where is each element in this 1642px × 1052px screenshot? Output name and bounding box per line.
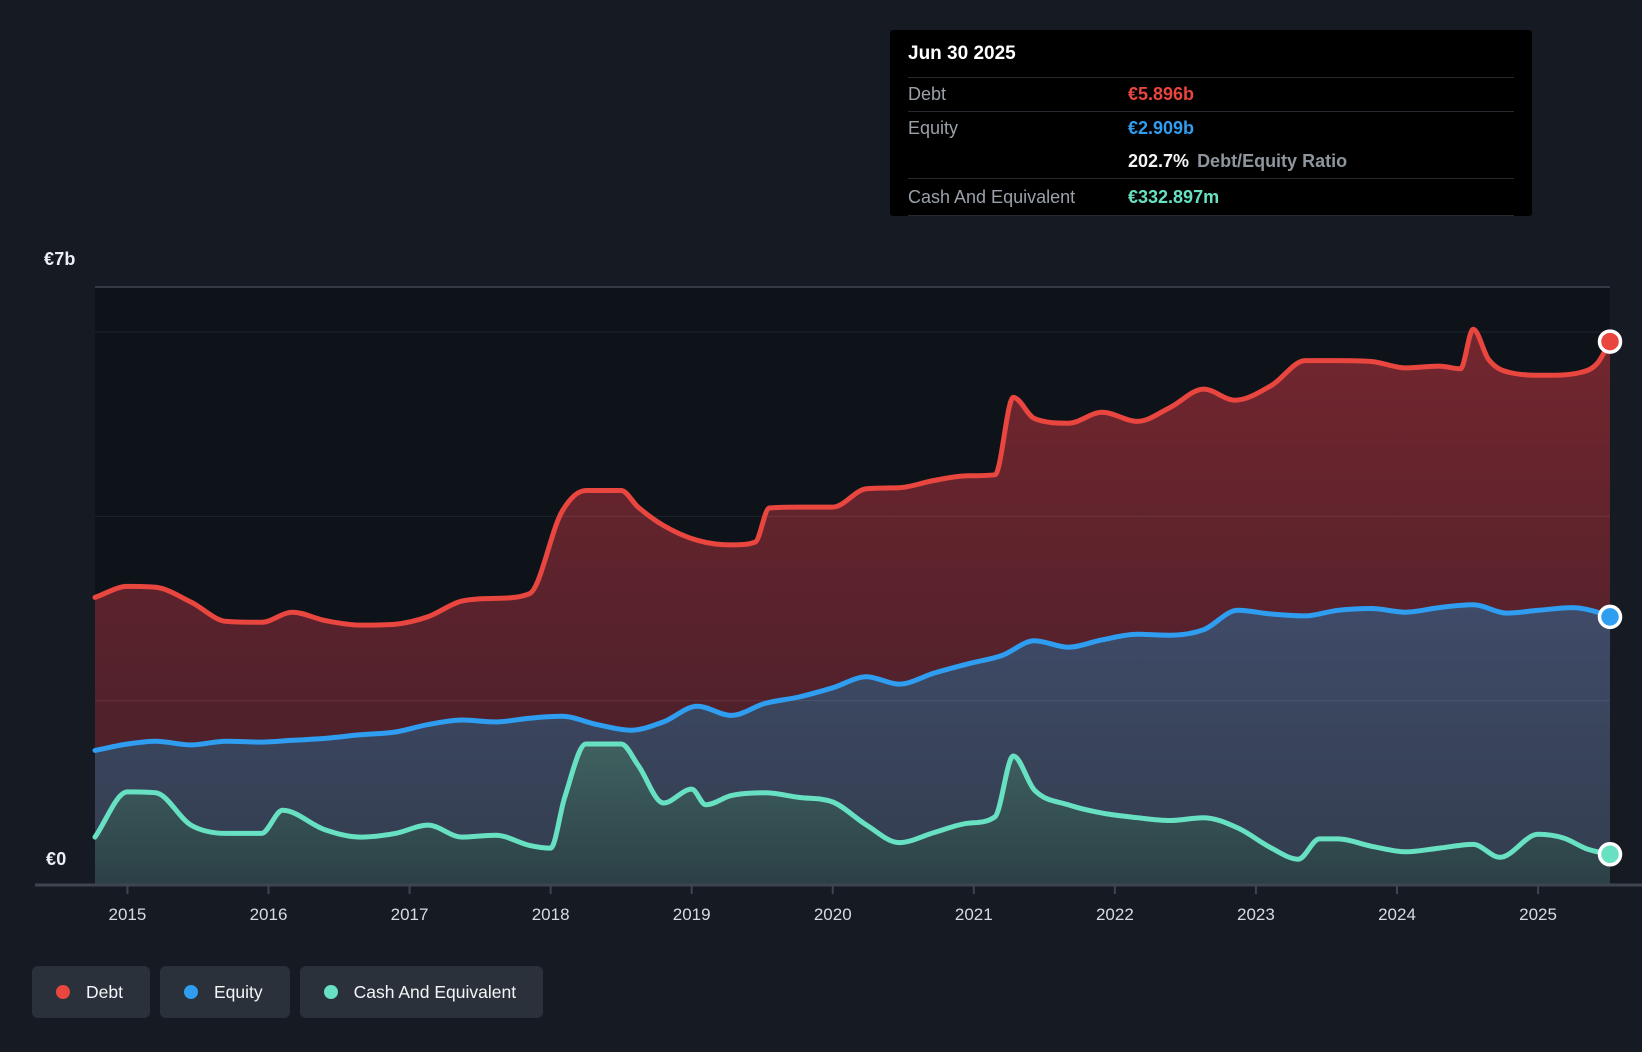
equity-area: [95, 604, 1610, 885]
hover-tooltip: Jun 30 2025 Debt €5.896b Equity €2.909b …: [890, 30, 1532, 216]
tooltip-debt-value: €5.896b: [1128, 84, 1195, 104]
x-label-2021: 2021: [955, 905, 993, 924]
tooltip-row-ratio: 202.7% Debt/Equity Ratio: [908, 145, 1514, 179]
tooltip-row-equity: Equity €2.909b: [908, 112, 1514, 145]
equity-endpoint-marker: [1597, 604, 1623, 630]
debt-line: [92, 326, 1613, 628]
x-label-2016: 2016: [250, 905, 288, 924]
x-label-2020: 2020: [814, 905, 852, 924]
tooltip-cash-label: Cash And Equivalent: [908, 186, 1076, 207]
cash-and-equivalent-area: [95, 744, 1610, 885]
x-label-2025: 2025: [1519, 905, 1557, 924]
tooltip-ratio-label: Debt/Equity Ratio: [1197, 151, 1348, 171]
x-label-2017: 2017: [391, 905, 429, 924]
equity-line: [92, 602, 1613, 753]
tooltip-ratio-value: 202.7%: [1128, 151, 1190, 171]
x-label-2023: 2023: [1237, 905, 1275, 924]
x-label-2022: 2022: [1096, 905, 1134, 924]
tooltip-equity-label: Equity: [908, 118, 959, 138]
cash-series-dot-icon: [323, 985, 338, 999]
legend-equity-label: Equity: [213, 981, 263, 1002]
equity-series-dot-icon: [183, 985, 198, 999]
tooltip-date: Jun 30 2025: [908, 30, 1514, 78]
y-axis-zero-label: €0: [46, 849, 67, 869]
legend-item-debt[interactable]: Debt: [32, 966, 150, 1018]
cash-and-equivalent-endpoint-marker: [1597, 842, 1623, 867]
cash-and-equivalent-line: [92, 741, 1613, 862]
tooltip-row-cash: Cash And Equivalent €332.897m: [908, 179, 1514, 216]
chart-legend: Debt Equity Cash And Equivalent: [32, 966, 544, 1018]
debt-endpoint-marker: [1597, 329, 1623, 354]
x-label-2018: 2018: [532, 905, 570, 924]
debt-series-dot-icon: [56, 985, 70, 999]
legend-cash-label: Cash And Equivalent: [353, 981, 517, 1002]
legend-item-cash[interactable]: Cash And Equivalent: [299, 966, 544, 1018]
tooltip-row-debt: Debt €5.896b: [908, 78, 1514, 112]
x-label-2019: 2019: [673, 905, 711, 924]
legend-debt-label: Debt: [86, 981, 123, 1002]
x-label-2015: 2015: [109, 905, 147, 924]
tooltip-equity-value: €2.909b: [1128, 118, 1195, 138]
tooltip-cash-value: €332.897m: [1128, 186, 1220, 207]
y-axis-max-label: €7b: [44, 249, 76, 269]
legend-item-equity[interactable]: Equity: [159, 966, 290, 1018]
tooltip-debt-label: Debt: [908, 84, 947, 104]
x-label-2024: 2024: [1378, 905, 1416, 924]
